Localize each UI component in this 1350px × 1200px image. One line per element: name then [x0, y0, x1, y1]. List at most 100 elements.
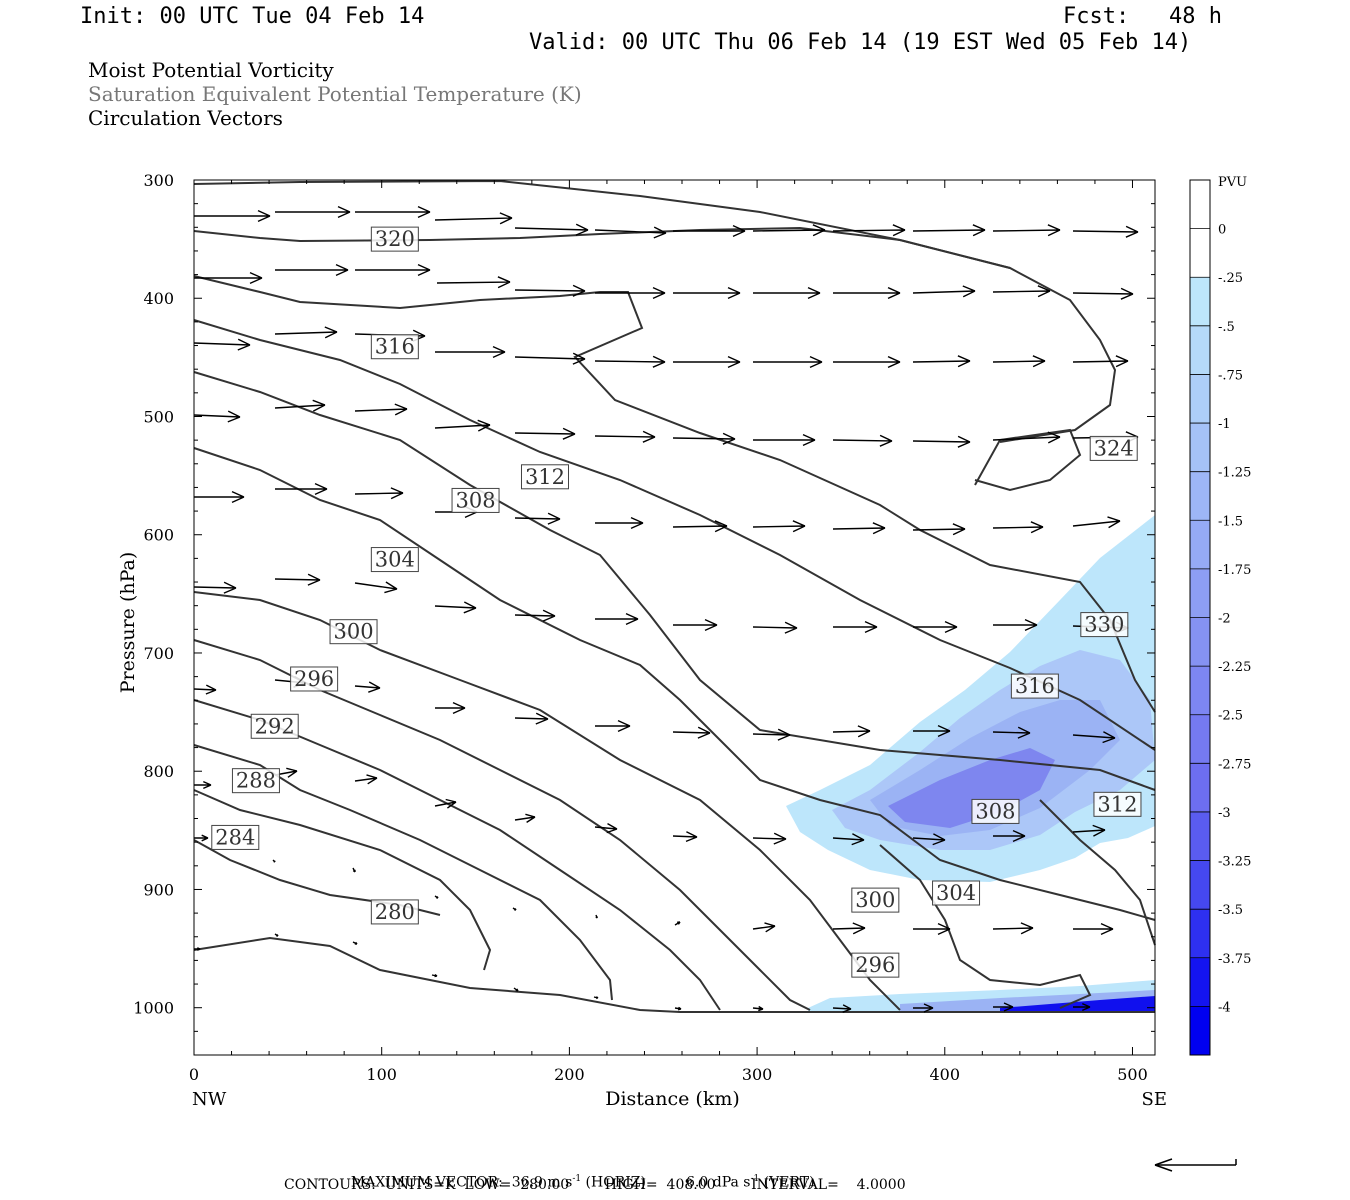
contour-line-12: [193, 936, 1155, 1013]
y-tick-label: 700: [143, 644, 174, 663]
contour-label-7: 292: [250, 713, 299, 739]
vector-arrow-38: [354, 403, 408, 416]
contour-label-box: [250, 713, 299, 739]
vector-arrow-46: [992, 431, 1061, 444]
contour-label-text: 316: [375, 335, 415, 359]
vector-arrow-101: [595, 914, 598, 919]
colorbar-swatch: [1190, 568, 1210, 618]
vector-arrow-106: [992, 922, 1034, 935]
contour-line-10: [193, 789, 492, 971]
contour-label-17: 300: [851, 887, 900, 913]
thetae-contours: [193, 179, 1156, 1013]
vector-arrow-49: [275, 482, 328, 496]
vector-arrow-35: [1072, 355, 1129, 368]
contour-line-14: [879, 844, 1092, 1009]
y-tick-label: 400: [143, 289, 174, 308]
vector-arrow-1: [275, 205, 351, 219]
colorbar-level-label: -3.75: [1218, 952, 1251, 967]
axes: 300 400 500 600 700 800 900 1000 0 100 200 300 400 50…: [117, 171, 1167, 1110]
vector-arrow-88: [514, 813, 536, 823]
colorbar-level-label: -3.5: [1218, 903, 1243, 918]
vector-arrow-29: [594, 355, 666, 368]
contour-label-box: [370, 547, 419, 573]
vector-arrow-55: [752, 520, 806, 533]
y-tick-label: 600: [143, 526, 174, 545]
contour-label-9: 284: [211, 824, 260, 850]
vector-arrow-2: [355, 205, 431, 219]
vector-arrow-102: [674, 921, 681, 926]
vector-arrow-30: [673, 355, 741, 369]
vector-arrow-57: [912, 523, 966, 536]
colorbar-swatch: [1190, 763, 1210, 813]
vector-arrow-98: [352, 867, 356, 873]
colorbar-swatch: [1190, 374, 1210, 424]
vector-arrow-114: [674, 1006, 682, 1011]
x-end-label-left: NW: [192, 1089, 227, 1110]
colorbar: PVU 0 -.25 -.5 -.75 -1 -1.25 -1.5 -1.75 -2 -2.25 -2…: [1189, 175, 1251, 1056]
vector-arrow-24: [193, 338, 251, 351]
vector-arrow-83: [1072, 731, 1116, 744]
valid-time: Valid: 00 UTC Thu 06 Feb 14 (19 EST Wed …: [529, 30, 1192, 55]
vector-arrow-61: [274, 573, 321, 586]
vector-arrow-6: [673, 224, 746, 238]
vector-arrow-22: [992, 285, 1051, 298]
contour-line-5: [193, 447, 1156, 921]
contour-label-1: 316: [370, 334, 419, 360]
contour-label-0: 320: [370, 226, 419, 252]
vector-arrow-104: [832, 922, 866, 935]
colorbar-level-label: -1.5: [1218, 514, 1243, 529]
contour-label-text: 296: [855, 953, 895, 977]
x-tick-label: 300: [742, 1065, 773, 1084]
colorbar-swatch: [1190, 228, 1210, 278]
vector-arrow-31: [753, 355, 823, 369]
colorbar-level-label: -1: [1218, 417, 1231, 432]
y-tick-label: 500: [143, 407, 174, 426]
colorbar-swatch: [1190, 714, 1210, 764]
vector-arrow-12: [194, 271, 263, 285]
contour-label-text: 312: [1097, 792, 1137, 816]
contour-label-6: 296: [290, 666, 339, 692]
vector-arrow-65: [595, 612, 639, 626]
vector-arrow-48: [194, 490, 245, 504]
colorbar-level-label: -1.75: [1218, 563, 1251, 578]
vector-arrow-78: [672, 726, 711, 739]
vector-arrow-77: [595, 719, 631, 733]
contour-label-text: 300: [333, 620, 373, 644]
contour-label-box: [851, 952, 900, 978]
colorbar-level-label: -2.5: [1218, 709, 1243, 724]
vector-arrow-32: [833, 355, 901, 369]
vector-arrow-76: [514, 712, 549, 725]
vector-arrow-28: [514, 352, 586, 365]
vector-arrow-21: [912, 285, 976, 298]
vector-arrow-5: [594, 226, 667, 239]
colorbar-swatch: [1190, 909, 1210, 959]
vector-arrow-116: [832, 1004, 852, 1013]
contour-line-6: [193, 591, 901, 1011]
contour-label-2: 312: [520, 464, 569, 490]
contour-label-text: 312: [525, 465, 565, 489]
y-tick-label: 1000: [133, 999, 174, 1018]
contour-line-15: [1039, 799, 1156, 946]
field-label-mpv: Moist Potential Vorticity: [88, 58, 334, 82]
contour-label-text: 296: [294, 667, 334, 691]
circulation-vectors: [193, 205, 1139, 1013]
vector-arrow-69: [913, 620, 958, 634]
contour-line-2: [193, 275, 1156, 713]
contour-label-box: [211, 824, 260, 850]
vector-arrow-3: [434, 212, 513, 225]
x-tick-label: 100: [366, 1065, 397, 1084]
vector-arrow-19: [753, 286, 821, 300]
vector-arrow-79: [752, 728, 791, 741]
y-axis-title: Pressure (hPa): [117, 552, 139, 694]
colorbar-swatch: [1190, 811, 1210, 862]
contour-label-18: 296: [851, 952, 900, 978]
vector-arrow-63: [434, 601, 477, 614]
vector-arrow-81: [913, 724, 951, 738]
colorbar-swatch: [1190, 180, 1210, 230]
contour-label-box: [231, 768, 280, 794]
contour-label-text: 284: [215, 825, 255, 849]
colorbar-swatch: [1190, 957, 1210, 1007]
field-label-thetae: Saturation Equivalent Potential Temperat…: [88, 82, 582, 106]
y-tick-label: 900: [143, 880, 174, 899]
contour-label-text: 300: [855, 888, 895, 912]
